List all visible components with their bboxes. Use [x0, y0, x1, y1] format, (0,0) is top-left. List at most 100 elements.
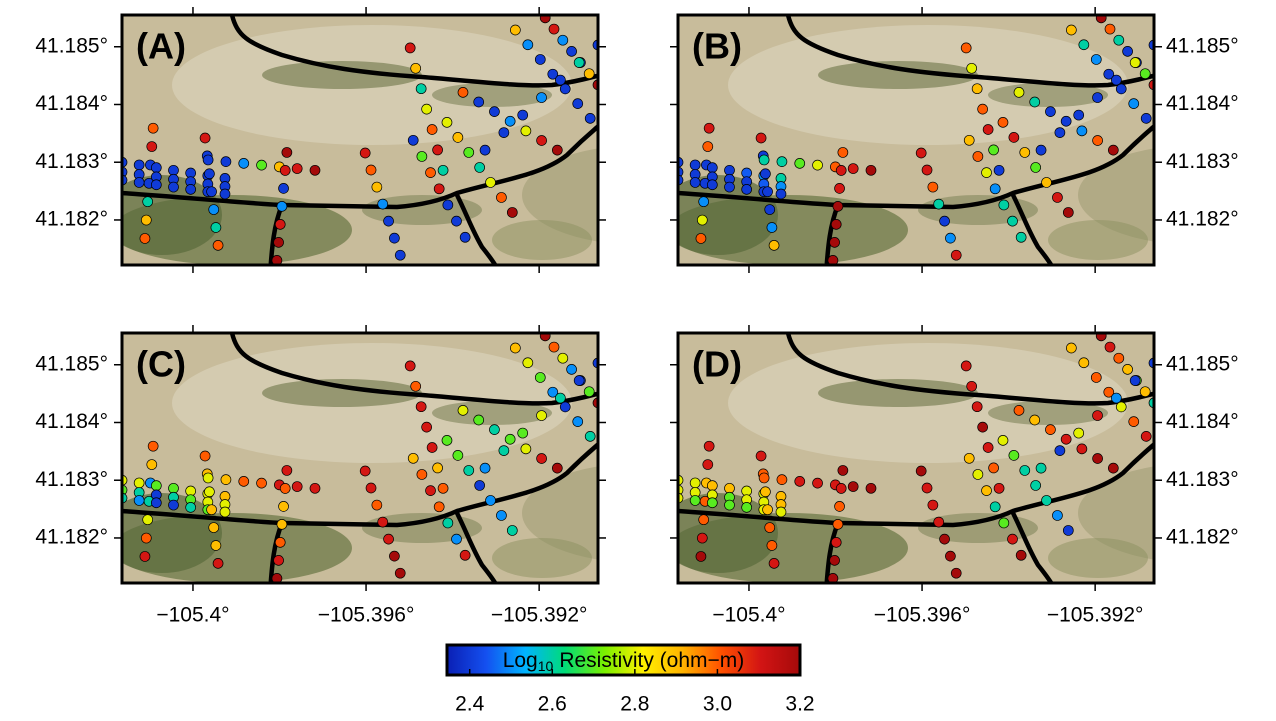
resistivity-point [766, 222, 778, 233]
resistivity-point [291, 481, 303, 492]
resistivity-point [755, 450, 767, 462]
resistivity-point [441, 435, 453, 446]
resistivity-point [1065, 24, 1077, 36]
resistivity-point [147, 122, 159, 134]
resistivity-point [291, 163, 303, 174]
y-tick-label: 41.184° [35, 92, 108, 115]
y-tick-label: 41.184° [1166, 92, 1239, 115]
resistivity-point [485, 177, 496, 188]
panel-frame [676, 331, 1156, 585]
resistivity-point [506, 525, 518, 536]
resistivity-point [133, 159, 145, 171]
resistivity-point [1007, 533, 1018, 545]
resistivity-point [559, 83, 571, 95]
resistivity-point [536, 92, 547, 103]
resistivity-point [1115, 401, 1127, 413]
resistivity-point [442, 199, 454, 211]
resistivity-point [1060, 433, 1072, 445]
resistivity-point [276, 201, 288, 212]
resistivity-point [551, 462, 563, 474]
colorbar-tick-label: 2.8 [620, 693, 649, 716]
resistivity-point [1041, 495, 1052, 506]
resistivity-point [199, 132, 211, 144]
resistivity-point [442, 517, 454, 529]
resistivity-point [433, 183, 445, 195]
resistivity-point [584, 430, 596, 442]
resistivity-point [383, 215, 394, 227]
resistivity-point [768, 558, 780, 569]
resistivity-point [139, 233, 151, 244]
resistivity-point [695, 551, 707, 562]
resistivity-point [584, 112, 596, 124]
resistivity-point [950, 249, 962, 261]
resistivity-point [1128, 416, 1140, 427]
resistivity-point [972, 469, 984, 480]
resistivity-point [981, 485, 992, 496]
resistivity-point [459, 231, 471, 243]
resistivity-point [281, 465, 293, 476]
resistivity-point [812, 477, 823, 489]
resistivity-point [371, 181, 383, 193]
resistivity-point [998, 199, 1010, 211]
resistivity-point [1122, 364, 1133, 375]
resistivity-point [847, 481, 859, 492]
resistivity-point [1013, 87, 1025, 98]
resistivity-point [377, 198, 389, 210]
resistivity-point [1092, 92, 1103, 103]
resistivity-point [1041, 177, 1052, 188]
resistivity-point [421, 103, 432, 115]
resistivity-point [989, 183, 1001, 195]
resistivity-point [426, 124, 438, 135]
resistivity-point [271, 573, 283, 583]
resistivity-point [698, 196, 710, 208]
resistivity-point [915, 465, 927, 477]
panel-label: (D) [692, 344, 742, 385]
resistivity-point [202, 472, 214, 484]
resistivity-point [960, 360, 972, 372]
resistivity-point [210, 540, 222, 551]
resistivity-point [365, 164, 377, 176]
resistivity-point [433, 501, 445, 513]
resistivity-point [724, 482, 735, 494]
colorbar-tick-label: 2.6 [538, 693, 567, 716]
resistivity-point [415, 83, 427, 95]
colorbar-title: Log10 Resistivity (ohm−m) [503, 649, 745, 674]
resistivity-point [133, 477, 145, 489]
resistivity-point [1030, 480, 1041, 491]
resistivity-point [359, 147, 371, 159]
resistivity-point [410, 380, 422, 392]
resistivity-point [988, 144, 999, 156]
resistivity-point [557, 34, 569, 46]
resistivity-point [1092, 453, 1103, 464]
resistivity-point [1107, 462, 1119, 474]
resistivity-point [534, 372, 546, 383]
resistivity-point [437, 482, 449, 494]
resistivity-point [210, 222, 222, 233]
resistivity-point [1060, 115, 1072, 127]
resistivity-point [426, 442, 438, 453]
resistivity-point [489, 424, 500, 435]
resistivity-point [168, 499, 179, 511]
resistivity-point [993, 482, 1005, 494]
resistivity-point [133, 177, 145, 188]
resistivity-point [474, 162, 485, 173]
resistivity-point [140, 532, 152, 544]
resistivity-point [421, 421, 432, 433]
y-tick-label: 41.185° [35, 34, 108, 57]
resistivity-point [212, 240, 224, 251]
resistivity-point [762, 504, 773, 516]
resistivity-point [256, 477, 267, 489]
colorbar-tick-label: 2.4 [455, 693, 485, 716]
resistivity-point [1030, 162, 1041, 173]
resistivity-point [150, 497, 162, 509]
resistivity-point [950, 567, 962, 579]
resistivity-point [988, 462, 999, 474]
resistivity-point [204, 486, 215, 498]
resistivity-point [394, 249, 406, 261]
resistivity-point [758, 472, 770, 484]
resistivity-point [1015, 231, 1027, 243]
resistivity-point [583, 386, 595, 398]
resistivity-point [220, 474, 232, 486]
resistivity-point [696, 532, 708, 544]
x-tick-label: −105.4° [156, 604, 229, 627]
